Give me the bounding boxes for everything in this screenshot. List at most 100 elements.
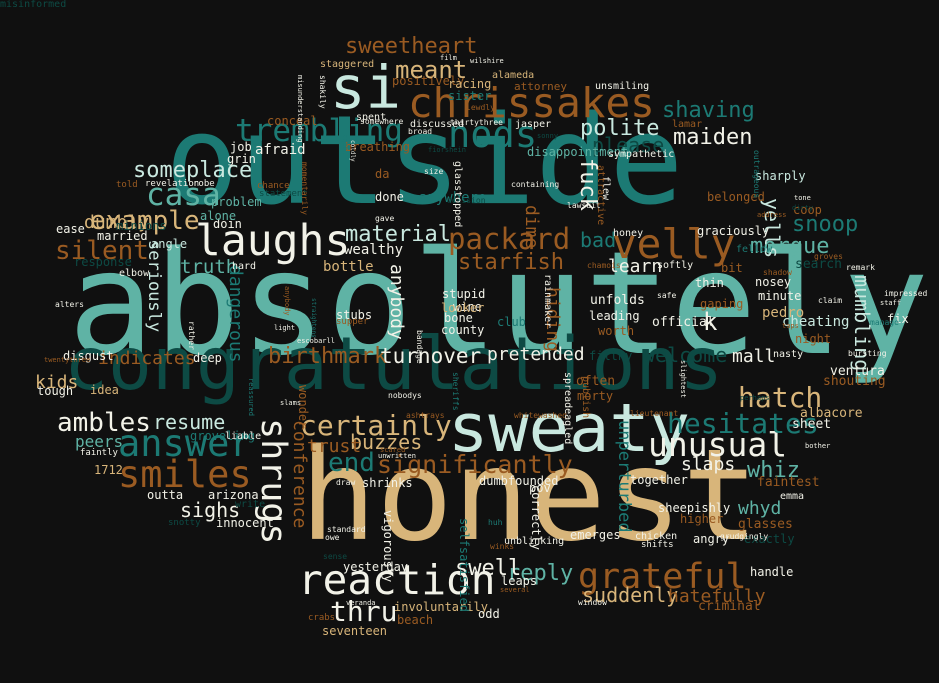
word: minute xyxy=(758,289,802,303)
word: criminal xyxy=(698,599,761,614)
word: night xyxy=(795,332,832,346)
word: nods xyxy=(448,113,538,156)
word: leaps xyxy=(501,574,538,588)
word: slaps xyxy=(681,454,736,475)
word: glasstopped xyxy=(452,161,463,228)
word: supper xyxy=(336,317,369,327)
word: bother xyxy=(805,442,831,450)
word: albacore xyxy=(800,406,863,421)
word: misunderstanding xyxy=(296,75,304,143)
word: chamois xyxy=(587,261,621,270)
word: tone xyxy=(794,194,811,202)
word: truth xyxy=(180,256,238,278)
word: ashtrays xyxy=(406,411,445,420)
word: smiles xyxy=(118,453,252,496)
word: belonged xyxy=(707,190,765,204)
word: whitewashed xyxy=(514,411,567,420)
word: outta xyxy=(147,488,184,502)
word: beach xyxy=(397,613,434,627)
word: dime xyxy=(521,205,542,249)
word: deep xyxy=(193,351,222,365)
word: arizona xyxy=(208,488,259,502)
word: kids xyxy=(35,372,79,393)
word: congratulations xyxy=(64,322,724,407)
word: shaving xyxy=(662,98,755,123)
word: hatefully xyxy=(668,586,766,607)
word: resume xyxy=(153,410,226,434)
word: size xyxy=(424,167,444,176)
word: sheepishly xyxy=(658,501,731,515)
word: racing xyxy=(448,77,492,91)
word: dumbly xyxy=(84,212,150,233)
word: lieutenant xyxy=(630,409,679,418)
word: material xyxy=(345,222,451,247)
word: trembling xyxy=(235,113,403,149)
word: response xyxy=(74,255,132,269)
word: wonder xyxy=(296,385,310,429)
word: laughs xyxy=(195,216,351,266)
word: jasper xyxy=(515,119,552,130)
word: afraid xyxy=(255,142,306,158)
word: nosey xyxy=(755,275,792,289)
word: sense xyxy=(323,552,348,561)
word: sheriffs xyxy=(451,372,460,411)
word: staff xyxy=(880,299,902,307)
word: end xyxy=(328,448,375,478)
word: pedro xyxy=(762,305,805,321)
word: anybody xyxy=(386,264,407,340)
word: minions xyxy=(116,219,167,233)
word: gave xyxy=(375,214,395,223)
word: meant xyxy=(395,56,468,84)
word: lawsuit xyxy=(567,201,601,210)
word: draw xyxy=(336,478,356,487)
word: ambles xyxy=(57,408,151,438)
word: reassured xyxy=(247,378,255,416)
word: momentarily xyxy=(300,162,309,215)
word: fiorshein xyxy=(428,146,466,154)
word: silent xyxy=(55,236,149,266)
word: idea xyxy=(90,383,119,397)
word: graciously xyxy=(697,224,770,238)
word: shakily xyxy=(318,75,327,109)
word: often xyxy=(576,374,616,389)
word: ease xyxy=(56,222,85,236)
word: sonny xyxy=(537,132,559,140)
word: winks xyxy=(490,542,515,551)
word: impressed xyxy=(884,289,928,298)
word: ventura xyxy=(830,364,885,379)
word: reply xyxy=(507,561,574,586)
word: spreadeagled xyxy=(562,372,573,445)
word: gaping xyxy=(700,297,744,311)
word: remark xyxy=(846,263,875,272)
word: groveling xyxy=(190,429,256,443)
word: search xyxy=(795,257,842,272)
word: emerges xyxy=(570,528,621,542)
word: sharply xyxy=(755,169,806,183)
word: revelation xyxy=(145,179,200,189)
word: yells xyxy=(760,198,784,259)
word: nobodys xyxy=(388,391,422,400)
word: unsmiling xyxy=(595,81,650,92)
word: angry xyxy=(693,532,730,546)
word: maiden xyxy=(673,125,753,150)
word: dangerous xyxy=(225,265,246,363)
word: leading xyxy=(589,309,640,323)
word: morgue xyxy=(750,234,830,259)
word: looker xyxy=(441,301,485,315)
word: shrinks xyxy=(362,476,413,490)
word: anybody xyxy=(283,286,291,316)
word: grateful xyxy=(578,557,747,597)
word: whiz xyxy=(747,458,800,483)
word: faintest xyxy=(757,475,820,490)
word: elbow xyxy=(119,268,150,279)
word: veranda xyxy=(346,599,376,607)
word: straightens xyxy=(310,298,317,338)
word: chicken xyxy=(635,531,678,542)
word: safe xyxy=(657,291,677,300)
word: coldly xyxy=(349,140,356,162)
word: velly xyxy=(612,220,736,268)
word: snoop xyxy=(792,212,859,237)
word: huh xyxy=(488,518,503,527)
word: cheating xyxy=(782,314,850,330)
word: married xyxy=(97,229,148,243)
